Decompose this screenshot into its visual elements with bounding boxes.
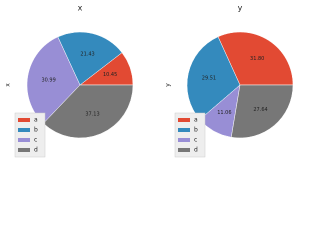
- slice-label: 30.99: [41, 77, 55, 83]
- legend-swatch: [178, 128, 190, 132]
- slice-label: 10.45: [103, 72, 117, 78]
- pie-slice: [230, 84, 294, 139]
- legend-swatch: [178, 118, 190, 122]
- legend-label: b: [34, 127, 38, 134]
- legend-label: c: [194, 137, 197, 144]
- slice-label: 11.06: [217, 110, 231, 116]
- slice-label: 27.64: [253, 107, 267, 113]
- pie-slice: [217, 31, 294, 86]
- legend-label: d: [194, 147, 198, 154]
- slice-label: 21.43: [80, 52, 94, 58]
- legend-swatch: [178, 138, 190, 142]
- legend-label: c: [34, 137, 37, 144]
- y-axis-label: y: [165, 83, 172, 87]
- pie-slice: [57, 31, 123, 86]
- slice-label: 37.13: [85, 112, 99, 118]
- figure: xx10.4521.4330.9937.13abcdyy31.8029.5111…: [5, 4, 294, 158]
- pie-slice: [43, 84, 134, 139]
- y-axis-label: x: [5, 83, 12, 87]
- legend-label: d: [34, 147, 38, 154]
- legend-label: a: [34, 117, 38, 124]
- legend-swatch: [18, 128, 30, 132]
- pie-slice: [186, 36, 241, 120]
- legend-swatch: [18, 118, 30, 122]
- slice-label: 29.51: [202, 76, 216, 82]
- legend-swatch: [18, 138, 30, 142]
- legend-swatch: [178, 148, 190, 152]
- legend-swatch: [18, 148, 30, 152]
- chart-title: x: [78, 4, 83, 13]
- slice-label: 31.80: [250, 56, 264, 62]
- legend-label: b: [194, 127, 198, 134]
- chart-title: y: [238, 4, 243, 13]
- legend-label: a: [194, 117, 198, 124]
